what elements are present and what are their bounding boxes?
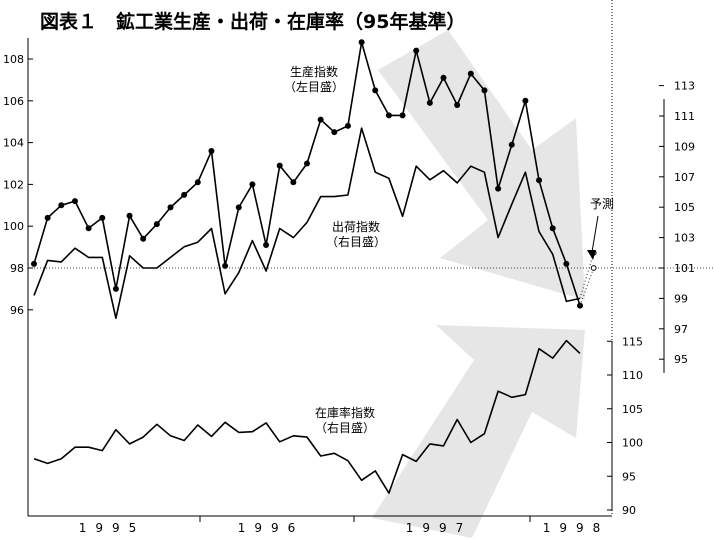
x-axis-year-label: 1996 xyxy=(238,521,305,535)
left-axis-tick-label: 104 xyxy=(3,137,24,150)
series-1-point xyxy=(440,74,447,81)
series-1-point xyxy=(208,147,215,154)
series-1-point xyxy=(549,225,556,232)
right-upper-axis-tick-label: 105 xyxy=(674,201,695,214)
series-1-point xyxy=(508,141,515,148)
series-1-point xyxy=(31,260,37,267)
x-axis-year-label: 1995 xyxy=(79,521,146,535)
series-1-point xyxy=(454,101,461,108)
series-1-point xyxy=(385,112,392,119)
right-lower-axis-tick-label: 105 xyxy=(622,403,643,416)
right-upper-axis-tick-label: 101 xyxy=(674,262,695,275)
series-1-point xyxy=(140,235,147,242)
chart-title: 図表１ 鉱工業生産・出荷・在庫率（95年基準） xyxy=(40,10,465,33)
series-1-point xyxy=(181,191,188,198)
series-2-label: （右目盛） xyxy=(326,234,386,249)
series-1-point xyxy=(58,202,65,209)
series-2-label: 出荷指数 xyxy=(332,219,380,234)
forecast-label: 予測 xyxy=(590,197,614,211)
series-1-point xyxy=(71,198,78,205)
series-1-point xyxy=(99,214,106,221)
series-1-point xyxy=(112,285,119,292)
forecast-pointer-arrowhead xyxy=(587,250,596,260)
right-upper-axis-tick-label: 99 xyxy=(674,292,688,305)
right-lower-axis-tick-label: 100 xyxy=(622,437,643,450)
left-axis-tick-label: 106 xyxy=(3,95,24,108)
series-1-point xyxy=(167,204,174,211)
series-1-point xyxy=(249,181,256,188)
up-arrow-shape xyxy=(372,325,585,538)
left-axis-tick-label: 108 xyxy=(3,53,24,66)
right-lower-axis-tick-label: 90 xyxy=(622,504,636,517)
series-1-point xyxy=(235,204,242,211)
series-1-point xyxy=(85,225,92,232)
series-1-point xyxy=(126,212,133,219)
series-line-3 xyxy=(33,339,581,494)
series-1-point xyxy=(276,162,283,169)
series-1-point xyxy=(495,185,502,192)
left-axis-tick-label: 100 xyxy=(3,220,24,233)
series-1-point xyxy=(344,122,351,129)
right-upper-axis-tick-label: 111 xyxy=(674,110,695,123)
right-upper-axis-tick-label: 103 xyxy=(674,232,695,245)
series-1-point xyxy=(317,116,324,123)
right-upper-axis-tick-label: 113 xyxy=(674,80,695,93)
series-1-point xyxy=(467,70,474,77)
series-1-point xyxy=(222,262,229,269)
series-1-point xyxy=(536,177,543,184)
forecast-pointer xyxy=(591,215,599,253)
right-upper-axis-tick-label: 107 xyxy=(674,171,695,184)
series-1-point xyxy=(372,87,379,94)
series-1-point xyxy=(563,260,570,267)
series-1-point xyxy=(399,112,406,119)
series-1-point xyxy=(263,242,270,249)
series-1-point xyxy=(522,97,529,104)
x-axis-year-label: 1997 xyxy=(406,521,473,535)
series-3-label: （右目盛） xyxy=(315,420,375,435)
series-1-label: 生産指数 xyxy=(290,64,338,79)
right-upper-axis-tick-label: 97 xyxy=(674,323,688,336)
series-line-2 xyxy=(33,127,581,320)
right-upper-axis-tick-label: 95 xyxy=(674,353,688,366)
right-lower-axis-tick-label: 115 xyxy=(622,335,643,348)
series-1-point xyxy=(413,47,420,54)
x-axis-year-label: 1998 xyxy=(543,521,610,535)
series-1-point xyxy=(481,87,488,94)
left-axis-tick-label: 96 xyxy=(10,304,24,317)
left-axis-tick-label: 98 xyxy=(10,262,24,275)
series-1-point xyxy=(290,179,297,186)
series-2-forecast-line xyxy=(579,252,595,299)
series-1-forecast-point xyxy=(590,265,597,271)
right-upper-axis-tick-label: 109 xyxy=(674,140,695,153)
series-1-point xyxy=(331,129,338,136)
series-1-label: （左目盛） xyxy=(284,79,344,94)
series-1-point xyxy=(194,179,201,186)
series-3-label: 在庫率指数 xyxy=(315,405,375,420)
left-axis-tick-label: 102 xyxy=(3,178,24,191)
series-1-point xyxy=(153,221,160,228)
series-1-point xyxy=(44,214,51,221)
series-1-point xyxy=(304,160,310,167)
series-1-point xyxy=(426,99,433,106)
right-lower-axis-tick-label: 95 xyxy=(622,470,636,483)
series-1-point xyxy=(358,39,365,46)
right-lower-axis-tick-label: 110 xyxy=(622,369,643,382)
down-arrow-shape xyxy=(378,30,585,300)
